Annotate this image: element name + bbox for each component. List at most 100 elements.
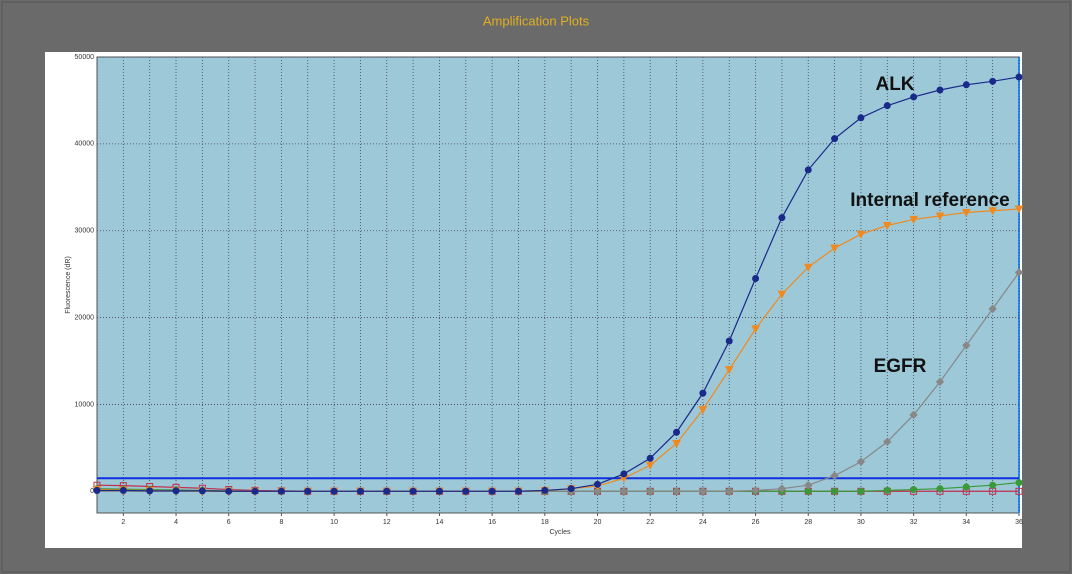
series-annotation: EGFR: [874, 356, 927, 377]
marker: [1014, 205, 1024, 214]
x-tick-label: 12: [383, 519, 391, 526]
y-tick-label: 40000: [75, 141, 95, 148]
marker: [962, 81, 970, 89]
marker: [935, 377, 945, 387]
marker: [883, 437, 892, 446]
marker: [831, 487, 839, 495]
x-tick-label: 14: [436, 519, 444, 526]
marker: [988, 304, 997, 314]
marker: [935, 212, 945, 221]
marker: [146, 487, 154, 495]
marker: [777, 290, 787, 299]
marker: [356, 487, 364, 495]
marker: [645, 487, 655, 496]
marker: [594, 480, 602, 488]
marker: [909, 215, 918, 224]
marker: [804, 480, 813, 490]
marker: [330, 487, 338, 495]
marker: [672, 440, 681, 449]
marker: [698, 406, 708, 415]
marker: [751, 486, 760, 495]
marker: [778, 214, 786, 222]
marker: [962, 483, 970, 491]
marker: [593, 487, 602, 496]
marker: [277, 487, 285, 495]
marker: [409, 487, 417, 495]
marker: [699, 389, 707, 397]
marker: [962, 341, 971, 350]
marker: [725, 487, 734, 496]
marker: [673, 428, 681, 436]
x-tick-label: 4: [174, 519, 178, 526]
x-tick-label: 32: [910, 519, 918, 526]
marker: [488, 487, 496, 495]
x-tick-label: 28: [804, 519, 812, 526]
marker: [93, 486, 101, 494]
marker: [857, 114, 865, 122]
marker: [936, 485, 944, 493]
x-tick-label: 34: [962, 519, 970, 526]
marker: [119, 486, 127, 494]
marker: [251, 487, 259, 495]
y-tick-label: 0: [90, 488, 94, 495]
marker: [1015, 479, 1023, 487]
marker: [225, 487, 233, 495]
series-annotation: ALK: [875, 74, 914, 95]
marker: [883, 102, 891, 110]
x-tick-label: 16: [488, 519, 496, 526]
x-tick-label: 2: [121, 519, 125, 526]
marker: [172, 487, 180, 495]
marker: [646, 454, 654, 462]
marker: [619, 487, 629, 496]
y-tick-label: 20000: [75, 314, 95, 321]
x-tick-label: 20: [594, 519, 602, 526]
chart-title: Amplification Plots: [483, 13, 590, 28]
marker: [883, 486, 891, 494]
marker: [725, 337, 733, 345]
marker: [198, 487, 206, 495]
marker: [910, 93, 918, 101]
marker: [752, 274, 760, 282]
x-tick-label: 30: [857, 519, 865, 526]
y-tick-label: 50000: [75, 54, 95, 61]
x-tick-label: 36: [1015, 519, 1023, 526]
marker: [909, 410, 918, 420]
y-tick-label: 30000: [75, 228, 95, 235]
marker: [620, 470, 628, 478]
marker: [304, 487, 312, 495]
marker: [830, 244, 839, 253]
x-tick-label: 10: [330, 519, 338, 526]
marker: [751, 325, 760, 334]
x-tick-label: 22: [646, 519, 654, 526]
marker: [936, 86, 944, 94]
marker: [777, 484, 787, 493]
x-tick-label: 26: [752, 519, 760, 526]
marker: [988, 207, 997, 216]
x-tick-label: 6: [227, 519, 231, 526]
marker: [435, 487, 443, 495]
marker: [567, 485, 575, 493]
marker: [724, 366, 734, 375]
marker: [803, 263, 813, 272]
marker: [856, 457, 866, 466]
marker: [961, 208, 971, 218]
marker: [830, 471, 839, 480]
x-axis-label: Cycles: [549, 529, 571, 536]
marker: [882, 222, 892, 231]
marker: [1015, 73, 1023, 81]
x-tick-label: 18: [541, 519, 549, 526]
series-line: [97, 76, 1020, 492]
marker: [1015, 487, 1023, 495]
marker: [910, 486, 918, 494]
marker: [856, 230, 866, 239]
marker: [645, 461, 655, 470]
marker: [672, 487, 681, 496]
x-tick-label: 8: [279, 519, 283, 526]
plot-area: [96, 56, 1020, 514]
x-tick-label: 24: [699, 519, 707, 526]
marker: [989, 77, 997, 85]
marker: [698, 487, 708, 496]
series-annotation: Internal reference: [850, 190, 1009, 211]
